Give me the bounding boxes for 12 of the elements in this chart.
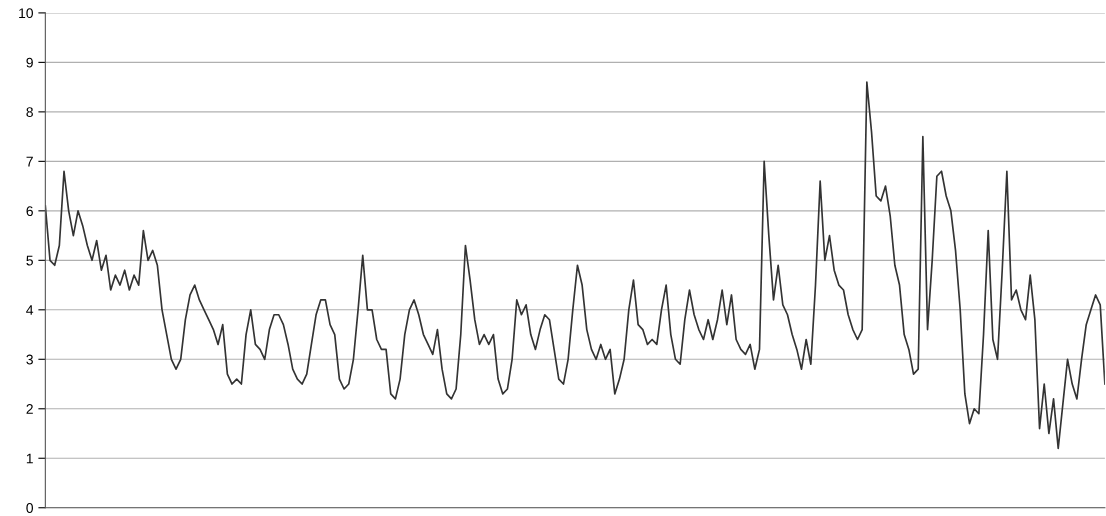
y-tick-label: 6 bbox=[26, 206, 33, 217]
line-series bbox=[45, 81, 1105, 450]
y-tick-label: 0 bbox=[26, 503, 33, 513]
y-tick-label: 10 bbox=[19, 8, 33, 19]
y-tick-label: 8 bbox=[26, 107, 33, 118]
y-tick-label: 4 bbox=[26, 305, 34, 315]
y-tick-label: 1 bbox=[26, 453, 33, 464]
y-tick-label: 3 bbox=[26, 354, 33, 365]
y-tick-label: 7 bbox=[26, 156, 33, 167]
y-tick-label: 5 bbox=[26, 255, 33, 266]
y-tick-label: 9 bbox=[26, 57, 33, 68]
y-tick-label: 2 bbox=[26, 404, 33, 414]
